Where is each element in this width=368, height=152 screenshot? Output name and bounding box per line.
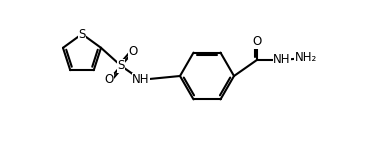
Text: NH₂: NH₂ (295, 51, 317, 64)
Text: S: S (117, 59, 125, 72)
Text: NH: NH (273, 54, 291, 66)
Text: S: S (78, 28, 86, 40)
Text: O: O (128, 45, 138, 58)
Text: O: O (105, 73, 114, 86)
Text: O: O (252, 35, 262, 48)
Text: NH: NH (132, 73, 150, 86)
